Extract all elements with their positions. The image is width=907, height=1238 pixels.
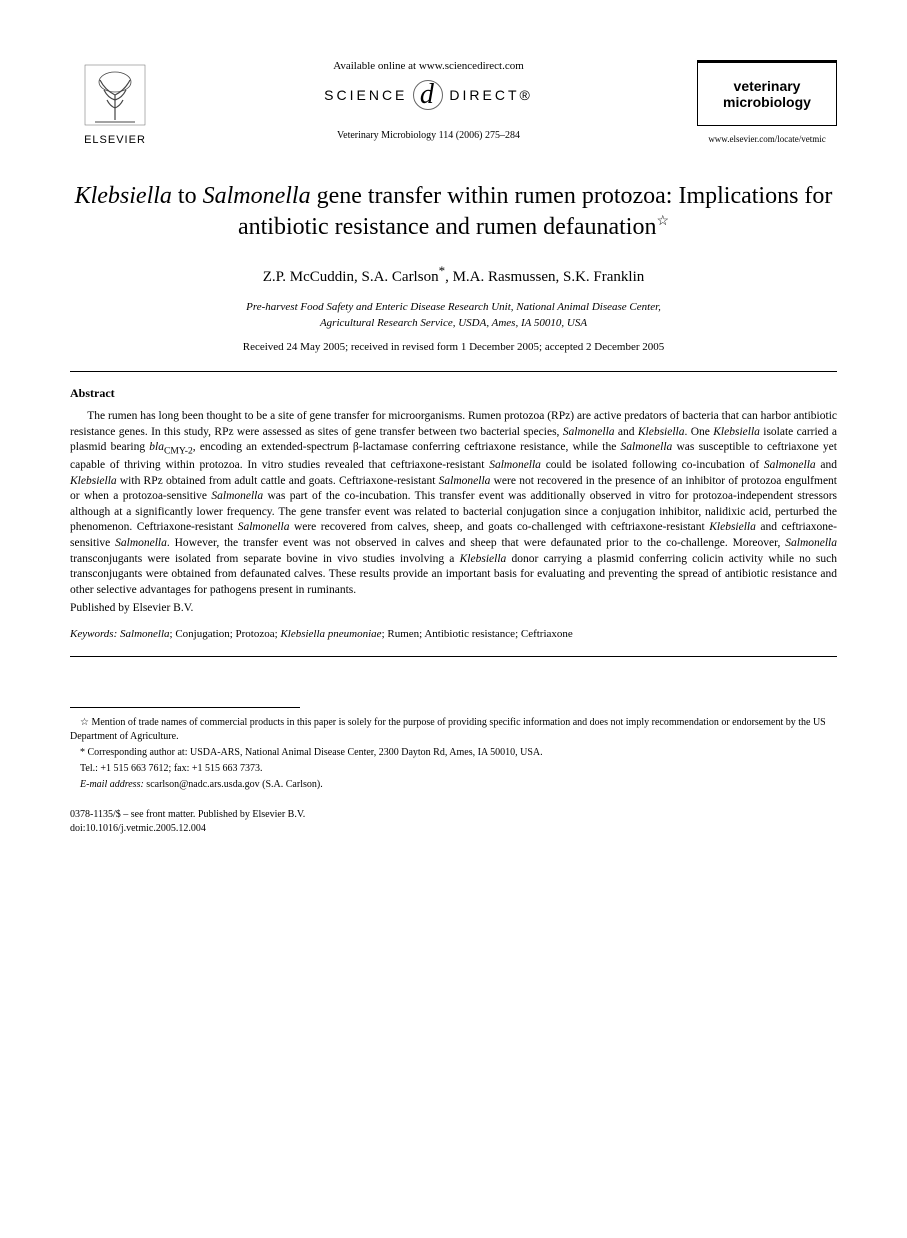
affiliation: Pre-harvest Food Safety and Enteric Dise… [70, 300, 837, 331]
authors: Z.P. McCuddin, S.A. Carlson*, M.A. Rasmu… [70, 263, 837, 286]
header-row: ELSEVIER Available online at www.science… [70, 60, 837, 146]
citation-line: Veterinary Microbiology 114 (2006) 275–2… [180, 130, 677, 141]
abstract-heading: Abstract [70, 386, 837, 401]
divider-bottom [70, 656, 837, 657]
center-header: Available online at www.sciencedirect.co… [160, 60, 697, 141]
publisher-name: ELSEVIER [84, 134, 146, 146]
published-by: Published by Elsevier B.V. [70, 602, 837, 614]
footer-block: 0378-1135/$ – see front matter. Publishe… [70, 808, 837, 836]
divider-top [70, 371, 837, 372]
journal-name-line2: microbiology [706, 94, 828, 110]
article-title: Klebsiella to Salmonella gene transfer w… [70, 181, 837, 243]
email-label: E-mail address: [80, 779, 144, 790]
journal-name-line1: veterinary [706, 78, 828, 94]
footnotes: Mention of trade names of commercial pro… [70, 707, 837, 792]
keywords-label: Keywords: [70, 628, 117, 640]
footnote-tel: Tel.: +1 515 663 7612; fax: +1 515 663 7… [70, 762, 837, 776]
keywords: Keywords: Salmonella; Conjugation; Proto… [70, 628, 837, 640]
publisher-logo: ELSEVIER [70, 60, 160, 146]
footnote-email: E-mail address: scarlson@nadc.ars.usda.g… [70, 778, 837, 792]
footnote-divider [70, 707, 300, 708]
footer-doi: doi:10.1016/j.vetmic.2005.12.004 [70, 822, 837, 836]
journal-url[interactable]: www.elsevier.com/locate/vetmic [697, 134, 837, 144]
sciencedirect-left: SCIENCE [324, 87, 407, 103]
journal-box: veterinary microbiology www.elsevier.com… [697, 60, 837, 144]
footer-copyright: 0378-1135/$ – see front matter. Publishe… [70, 808, 837, 822]
abstract-body: The rumen has long been thought to be a … [70, 409, 837, 598]
footnote-disclaimer: Mention of trade names of commercial pro… [70, 716, 837, 744]
sciencedirect-d-icon: d [413, 80, 443, 110]
sciencedirect-right: DIRECT® [449, 87, 532, 103]
affiliation-line2: Agricultural Research Service, USDA, Ame… [70, 316, 837, 331]
email-address[interactable]: scarlson@nadc.ars.usda.gov (S.A. Carlson… [146, 779, 322, 790]
article-dates: Received 24 May 2005; received in revise… [70, 341, 837, 353]
affiliation-line1: Pre-harvest Food Safety and Enteric Dise… [70, 300, 837, 315]
footnote-corresponding: Corresponding author at: USDA-ARS, Natio… [70, 746, 837, 760]
keywords-list: Salmonella; Conjugation; Protozoa; Klebs… [120, 628, 573, 640]
sciencedirect-logo: SCIENCE d DIRECT® [180, 80, 677, 110]
available-online-text: Available online at www.sciencedirect.co… [180, 60, 677, 72]
elsevier-tree-icon [80, 60, 150, 130]
